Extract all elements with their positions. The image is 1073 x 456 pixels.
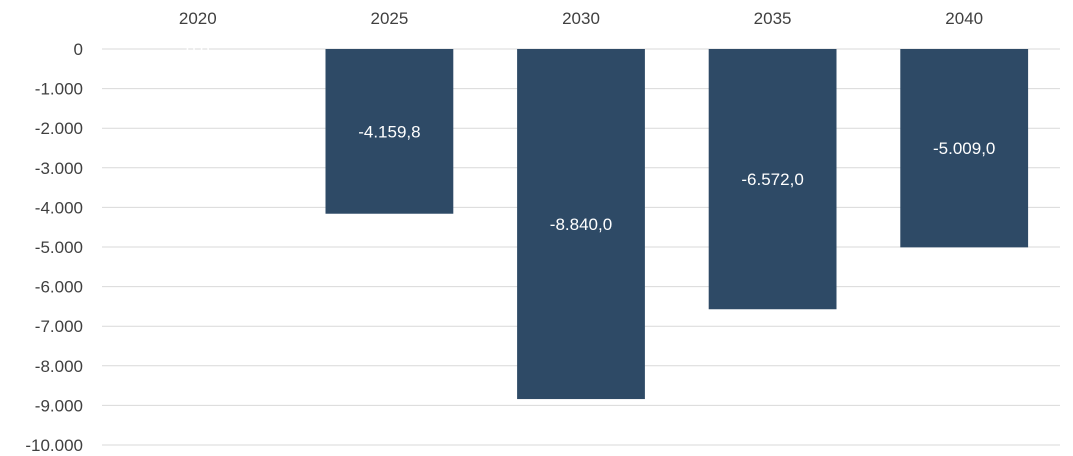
- data-label-2030: -8.840,0: [550, 215, 612, 234]
- y-tick-label: -7.000: [35, 317, 83, 336]
- y-tick-label: -8.000: [35, 357, 83, 376]
- y-tick-label: -3.000: [35, 159, 83, 178]
- y-tick-label: -1.000: [35, 80, 83, 99]
- data-label-2025: -4.159,8: [358, 122, 420, 141]
- data-label-2040: -5.009,0: [933, 139, 995, 158]
- data-label-2035: -6.572,0: [741, 170, 803, 189]
- y-axis-ticks: 0 -1.000 -2.000 -3.000 -4.000 -5.000 -6.000 -7.…: [25, 40, 83, 455]
- x-tick-label: 2025: [370, 9, 408, 28]
- x-tick-label: 2040: [945, 9, 983, 28]
- data-labels: 0,0 -4.159,8 -8.840,0 -6.572,0 -5.009,0: [186, 40, 995, 234]
- x-tick-label: 2020: [179, 9, 217, 28]
- bar-2040: [900, 49, 1029, 248]
- y-tick-label: -9.000: [35, 396, 83, 415]
- bars: [325, 49, 1029, 400]
- data-label-2020: 0,0: [186, 40, 210, 59]
- x-tick-label: 2030: [562, 9, 600, 28]
- y-tick-label: -6.000: [35, 278, 83, 297]
- y-tick-label: -10.000: [25, 436, 83, 455]
- y-tick-label: -5.000: [35, 238, 83, 257]
- y-tick-label: -4.000: [35, 198, 83, 217]
- bar-2030: [517, 49, 645, 400]
- bar-2035: [708, 49, 837, 310]
- x-tick-label: 2035: [754, 9, 792, 28]
- x-axis-ticks: 2020 2025 2030 2035 2040: [179, 9, 983, 28]
- y-tick-label: 0: [74, 40, 83, 59]
- y-tick-label: -2.000: [35, 119, 83, 138]
- bar-2025: [325, 49, 454, 214]
